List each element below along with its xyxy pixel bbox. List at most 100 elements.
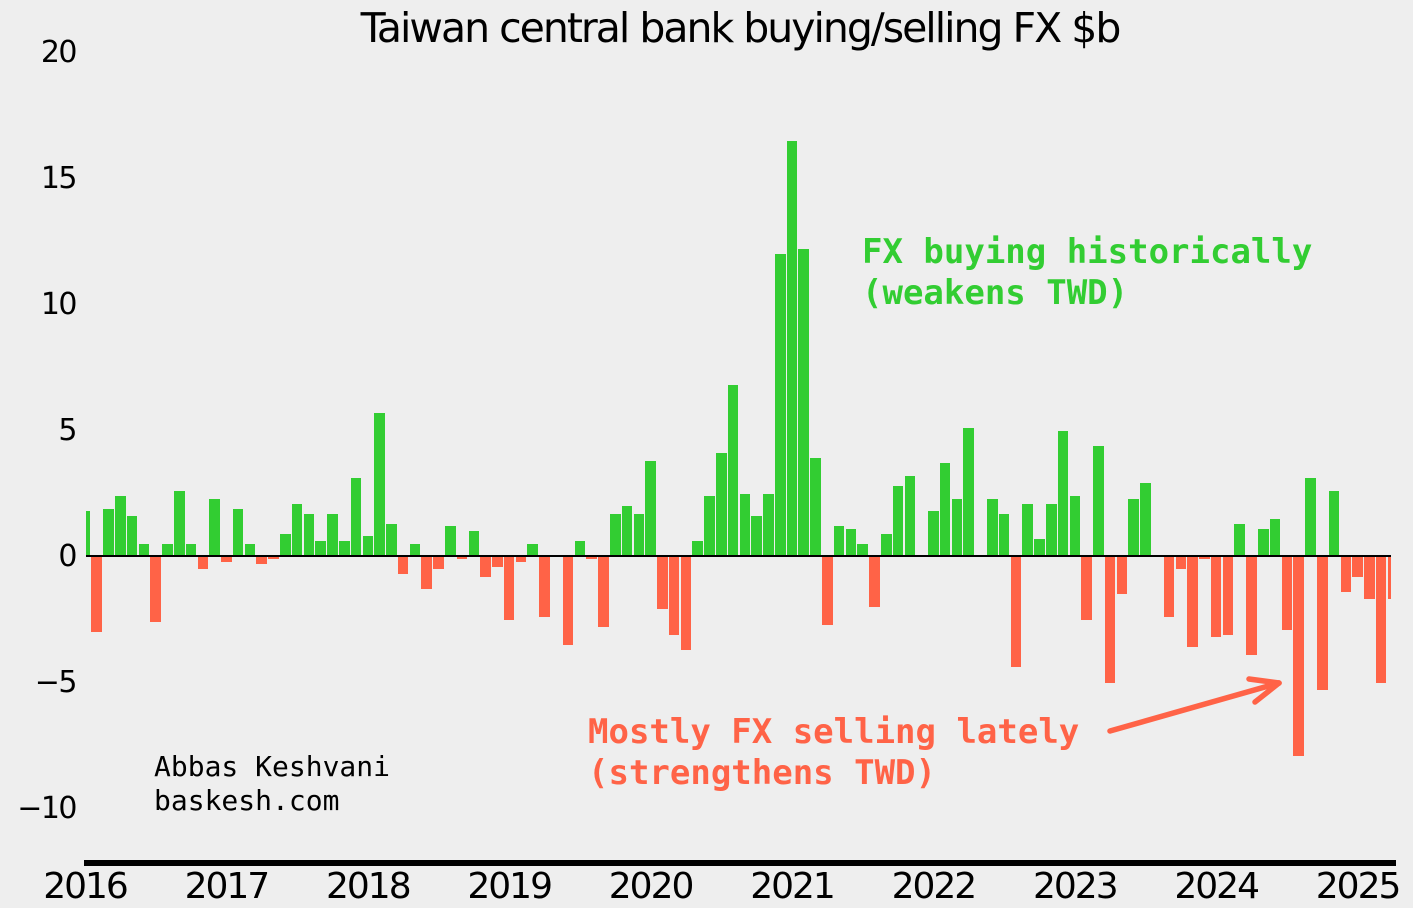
x-axis-line xyxy=(84,860,1396,866)
bar xyxy=(350,478,362,557)
attribution: Abbas Keshvani baskesh.com xyxy=(154,750,390,818)
bar xyxy=(621,506,633,557)
bar xyxy=(150,556,161,623)
bar xyxy=(987,498,998,557)
y-tick-label: 20 xyxy=(40,34,78,70)
bar xyxy=(374,412,385,557)
bar xyxy=(751,516,762,557)
annotation-fx-buying-line2: (weakens TWD) xyxy=(862,273,1129,313)
bar xyxy=(963,427,975,557)
zero-line xyxy=(86,555,1391,557)
bar xyxy=(798,249,810,557)
bar xyxy=(763,493,774,557)
bar xyxy=(739,493,751,557)
bar xyxy=(1187,556,1198,648)
bar xyxy=(492,556,503,567)
bar xyxy=(303,513,315,557)
bar xyxy=(1222,556,1234,635)
bar xyxy=(892,485,904,557)
y-tick-label: −10 xyxy=(17,790,77,826)
bar xyxy=(162,543,173,557)
bar xyxy=(503,556,515,620)
x-tick-label: 2024 xyxy=(1174,866,1260,907)
bar xyxy=(1081,556,1092,620)
bar xyxy=(197,556,209,570)
bar xyxy=(609,513,621,557)
bar xyxy=(904,475,916,557)
attribution-site: baskesh.com xyxy=(154,784,340,817)
bar xyxy=(998,513,1010,557)
annotation-fx-selling-line2: (strengthens TWD) xyxy=(588,753,936,793)
bar xyxy=(586,556,597,560)
bar xyxy=(680,556,692,650)
bar xyxy=(1093,445,1104,557)
bar xyxy=(1210,556,1222,638)
bar xyxy=(833,526,845,557)
bar xyxy=(1104,556,1116,683)
x-tick-label: 2019 xyxy=(467,866,553,907)
bar xyxy=(598,556,609,628)
bar xyxy=(468,531,480,557)
bar xyxy=(1375,556,1387,683)
y-tick-label: −5 xyxy=(34,664,78,700)
bar xyxy=(1293,556,1304,756)
bar xyxy=(1128,498,1139,557)
bar xyxy=(1010,556,1022,668)
bar xyxy=(515,556,527,562)
bar xyxy=(880,533,892,557)
bar xyxy=(1116,556,1128,595)
y-tick-label: 10 xyxy=(40,286,78,322)
bar xyxy=(527,543,539,557)
x-tick-label: 2017 xyxy=(184,866,271,907)
bar xyxy=(115,496,126,557)
bar xyxy=(1258,528,1269,557)
bar xyxy=(480,556,491,577)
bar xyxy=(185,543,197,557)
bar xyxy=(397,556,409,575)
bar xyxy=(327,513,338,557)
bar xyxy=(244,543,256,557)
bar xyxy=(421,556,432,590)
bar xyxy=(409,543,421,557)
bar xyxy=(126,516,138,557)
bar xyxy=(444,526,456,557)
y-tick-label: 5 xyxy=(58,412,77,448)
bar xyxy=(1269,518,1281,557)
bar xyxy=(822,556,833,625)
bar xyxy=(657,556,668,610)
bar xyxy=(574,541,586,557)
bar xyxy=(338,541,350,557)
annotation-fx-buying: FX buying historically (weakens TWD) xyxy=(862,232,1312,314)
annotation-fx-selling: Mostly FX selling lately (strengthens TW… xyxy=(588,712,1079,794)
bar xyxy=(562,556,574,645)
bar xyxy=(786,140,798,557)
bar xyxy=(539,556,550,617)
bar xyxy=(1175,556,1187,570)
bar xyxy=(1034,538,1045,557)
bar xyxy=(456,556,468,560)
x-tick-label: 2018 xyxy=(325,866,412,907)
bar xyxy=(716,453,727,557)
bar xyxy=(668,556,680,635)
x-tick-label: 2025 xyxy=(1315,866,1402,907)
bar xyxy=(1364,556,1375,600)
bar xyxy=(1316,556,1328,691)
chart-title: Taiwan central bank buying/selling FX $b xyxy=(360,4,1122,52)
bar xyxy=(1163,556,1175,617)
bar xyxy=(939,463,951,557)
x-tick-label: 2020 xyxy=(608,866,695,907)
bar xyxy=(1057,430,1069,557)
bar xyxy=(362,536,374,557)
bar xyxy=(727,385,739,557)
x-tick-label: 2021 xyxy=(750,866,836,907)
bar xyxy=(1140,483,1151,557)
bar xyxy=(256,556,268,565)
bar xyxy=(951,498,963,557)
bar xyxy=(209,498,220,557)
bar xyxy=(232,508,244,557)
bar xyxy=(857,543,868,557)
y-tick-label: 0 xyxy=(58,538,77,574)
y-tick-label: 15 xyxy=(40,160,78,196)
bar xyxy=(138,543,150,557)
bar xyxy=(433,556,444,570)
